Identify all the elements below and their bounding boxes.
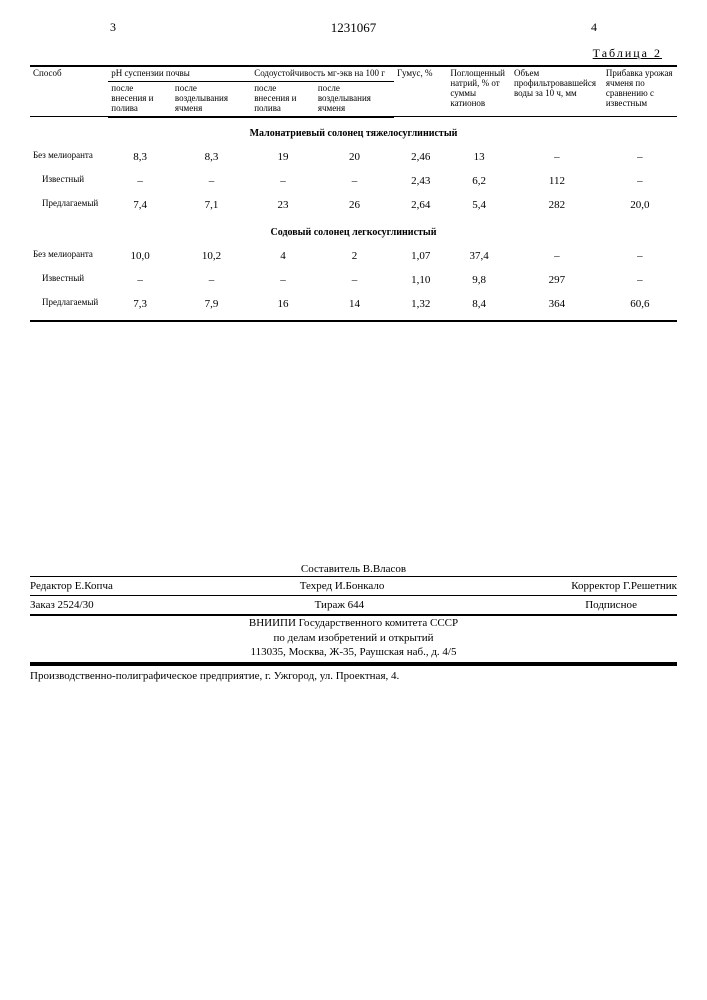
cell: – bbox=[603, 169, 677, 193]
cell: 8,3 bbox=[108, 145, 172, 169]
table-row: Предлагаемый 7,4 7,1 23 26 2,64 5,4 282 … bbox=[30, 193, 677, 217]
cell: 20 bbox=[315, 145, 394, 169]
cell: – bbox=[251, 268, 315, 292]
corrector: Корректор Г.Решетник bbox=[571, 579, 677, 593]
cell: – bbox=[603, 244, 677, 268]
col-sodo-seed: после внесения и полива bbox=[251, 81, 315, 116]
section-title: Малонатриевый солонец тяжелосуглинистый bbox=[30, 117, 677, 145]
col-sodium: Поглощенный натрий, % от суммы катионов bbox=[447, 66, 511, 117]
cell: 23 bbox=[251, 193, 315, 217]
cell: 8,3 bbox=[172, 145, 251, 169]
page-header: 3 1231067 4 bbox=[30, 20, 677, 36]
cell: – bbox=[603, 145, 677, 169]
tirazh: Тираж 644 bbox=[315, 598, 365, 612]
col-sodo-barley: после возделывания ячменя bbox=[315, 81, 394, 116]
col-method: Способ bbox=[30, 66, 108, 117]
cell: 282 bbox=[511, 193, 603, 217]
cell: – bbox=[511, 244, 603, 268]
cell: 19 bbox=[251, 145, 315, 169]
cell: – bbox=[108, 268, 172, 292]
subscr: Подписное bbox=[585, 598, 637, 612]
footer: Производственно-полиграфическое предприя… bbox=[30, 664, 677, 683]
org-line1: ВНИИПИ Государственного комитета СССР bbox=[30, 616, 677, 630]
method-cell: Известный bbox=[30, 268, 108, 292]
cell: 14 bbox=[315, 292, 394, 321]
cell: 6,2 bbox=[447, 169, 511, 193]
method-cell: Известный bbox=[30, 169, 108, 193]
cell: 10,0 bbox=[108, 244, 172, 268]
cell: 297 bbox=[511, 268, 603, 292]
table-row: Известный – – – – 1,10 9,8 297 – bbox=[30, 268, 677, 292]
compiler: Составитель В.Власов bbox=[30, 562, 677, 576]
method-cell: Без мелиоранта bbox=[30, 145, 108, 169]
cell: 26 bbox=[315, 193, 394, 217]
page-num-right: 4 bbox=[591, 20, 597, 36]
cell: 5,4 bbox=[447, 193, 511, 217]
cell: 2,64 bbox=[394, 193, 447, 217]
cell: 10,2 bbox=[172, 244, 251, 268]
data-table: Способ pH суспензии почвы Содоустойчивос… bbox=[30, 65, 677, 322]
cell: – bbox=[251, 169, 315, 193]
table-row: Без мелиоранта 10,0 10,2 4 2 1,07 37,4 –… bbox=[30, 244, 677, 268]
cell: – bbox=[172, 169, 251, 193]
order: Заказ 2524/30 bbox=[30, 598, 94, 612]
org-line2: по делам изобретений и открытий bbox=[30, 631, 677, 645]
section-title: Содовый солонец легкосуглинистый bbox=[30, 217, 677, 244]
cell: – bbox=[108, 169, 172, 193]
cell: 37,4 bbox=[447, 244, 511, 268]
col-humus: Гумус, % bbox=[394, 66, 447, 117]
cell: 60,6 bbox=[603, 292, 677, 321]
editor: Редактор Е.Копча bbox=[30, 579, 113, 593]
cell: 7,1 bbox=[172, 193, 251, 217]
method-cell: Предлагаемый bbox=[30, 193, 108, 217]
cell: 1,10 bbox=[394, 268, 447, 292]
table-row: Без мелиоранта 8,3 8,3 19 20 2,46 13 – – bbox=[30, 145, 677, 169]
tech: Техред И.Бонкало bbox=[300, 579, 385, 593]
method-cell: Предлагаемый bbox=[30, 292, 108, 321]
cell: 7,9 bbox=[172, 292, 251, 321]
cell: 9,8 bbox=[447, 268, 511, 292]
col-ph-group: pH суспензии почвы bbox=[108, 66, 251, 81]
cell: – bbox=[172, 268, 251, 292]
cell: 364 bbox=[511, 292, 603, 321]
col-sodo-group: Содоустойчивость мг-экв на 100 г bbox=[251, 66, 394, 81]
cell: 1,32 bbox=[394, 292, 447, 321]
method-cell: Без мелиоранта bbox=[30, 244, 108, 268]
col-ph-seed: после внесения и полива bbox=[108, 81, 172, 116]
colophon: Составитель В.Власов Редактор Е.Копча Те… bbox=[30, 562, 677, 684]
spacer bbox=[30, 322, 677, 562]
cell: 16 bbox=[251, 292, 315, 321]
cell: 13 bbox=[447, 145, 511, 169]
cell: 8,4 bbox=[447, 292, 511, 321]
cell: 20,0 bbox=[603, 193, 677, 217]
cell: 112 bbox=[511, 169, 603, 193]
cell: – bbox=[315, 268, 394, 292]
table-row: Известный – – – – 2,43 6,2 112 – bbox=[30, 169, 677, 193]
cell: – bbox=[511, 145, 603, 169]
cell: 7,3 bbox=[108, 292, 172, 321]
cell: 2 bbox=[315, 244, 394, 268]
table-row: Предлагаемый 7,3 7,9 16 14 1,32 8,4 364 … bbox=[30, 292, 677, 321]
col-ph-barley: после возделывания ячменя bbox=[172, 81, 251, 116]
cell: – bbox=[315, 169, 394, 193]
cell: 1,07 bbox=[394, 244, 447, 268]
cell: 2,46 bbox=[394, 145, 447, 169]
doc-number: 1231067 bbox=[331, 20, 377, 36]
cell: 7,4 bbox=[108, 193, 172, 217]
col-water: Объем профильтровавшейся воды за 10 ч, м… bbox=[511, 66, 603, 117]
cell: 2,43 bbox=[394, 169, 447, 193]
col-yield: Прибавка урожая ячменя по сравнению с из… bbox=[603, 66, 677, 117]
address: 113035, Москва, Ж-35, Раушская наб., д. … bbox=[30, 645, 677, 664]
cell: – bbox=[603, 268, 677, 292]
page-num-left: 3 bbox=[110, 20, 116, 36]
cell: 4 bbox=[251, 244, 315, 268]
table-label: Таблица 2 bbox=[30, 46, 662, 61]
